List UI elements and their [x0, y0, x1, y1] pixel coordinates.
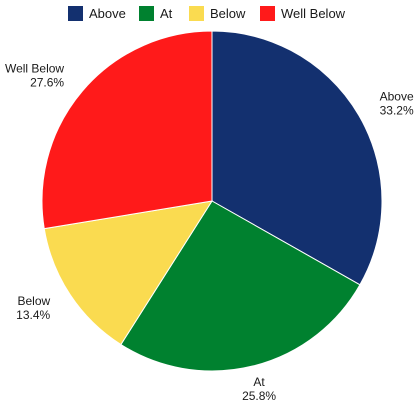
slice-label-category: Well Below	[5, 62, 64, 76]
slice-label-value: 13.4%	[16, 308, 50, 322]
legend-swatch	[68, 6, 83, 21]
legend-item-at: At	[139, 6, 173, 21]
slice-label-category: At	[253, 375, 265, 389]
slice-above	[211, 30, 383, 286]
slice-below	[43, 200, 214, 346]
chart-legend: Above At Below Well Below	[68, 6, 346, 21]
slice-label-category: Above	[380, 89, 414, 103]
legend-item-below: Below	[189, 6, 246, 21]
legend-label: Well Below	[281, 6, 346, 21]
legend-swatch	[260, 6, 275, 21]
legend-label: Below	[210, 6, 246, 21]
slice-label-category: Below	[18, 294, 51, 308]
legend-swatch	[139, 6, 154, 21]
slice-at	[120, 200, 361, 372]
legend-label: Above	[89, 6, 126, 21]
legend-item-above: Above	[68, 6, 126, 21]
slice-label-value: 27.6%	[30, 76, 64, 90]
slice-label-value: 25.8%	[242, 389, 276, 403]
slice-label-value: 33.2%	[380, 103, 414, 117]
legend-label: At	[160, 6, 173, 21]
legend-item-well-below: Well Below	[260, 6, 346, 21]
pie-slices	[41, 30, 383, 372]
slice-well-below	[41, 30, 213, 230]
legend-swatch	[189, 6, 204, 21]
